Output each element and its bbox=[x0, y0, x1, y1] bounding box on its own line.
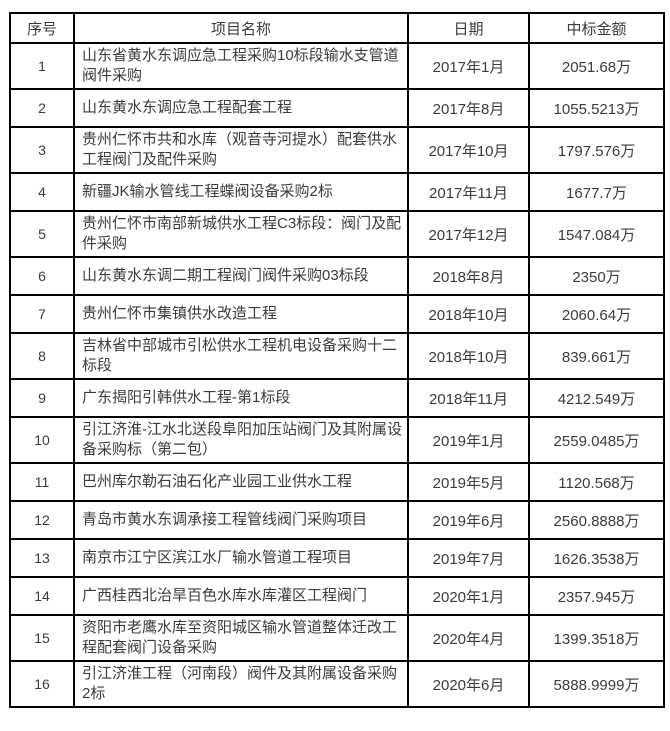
cell-date: 2017年8月 bbox=[407, 88, 530, 128]
cell-index: 16 bbox=[9, 660, 75, 708]
cell-name: 广东揭阳引韩供水工程-第1标段 bbox=[73, 378, 409, 418]
cell-index: 4 bbox=[9, 172, 75, 212]
cell-name: 巴州库尔勒石油石化产业园工业供水工程 bbox=[73, 462, 409, 502]
cell-index: 10 bbox=[9, 416, 75, 464]
cell-name: 贵州仁怀市集镇供水改造工程 bbox=[73, 294, 409, 334]
cell-name: 资阳市老鹰水库至资阳城区输水管道整体迁改工程配套阀门设备采购 bbox=[73, 614, 409, 662]
table-row: 7 贵州仁怀市集镇供水改造工程 2018年10月 2060.64万 bbox=[9, 294, 665, 334]
table-row: 9 广东揭阳引韩供水工程-第1标段 2018年11月 4212.549万 bbox=[9, 378, 665, 418]
cell-index: 11 bbox=[9, 462, 75, 502]
cell-amount: 1399.3518万 bbox=[528, 614, 665, 662]
cell-name: 新疆JK输水管线工程蝶阀设备采购2标 bbox=[73, 172, 409, 212]
table-body: 1 山东省黄水东调应急工程采购10标段输水支管道阀件采购 2017年1月 2051.6… bbox=[9, 42, 665, 708]
cell-name: 贵州仁怀市共和水库（观音寺河提水）配套供水工程阀门及配件采购 bbox=[73, 126, 409, 174]
cell-index: 6 bbox=[9, 256, 75, 296]
cell-name: 山东黄水东调二期工程阀门阀件采购03标段 bbox=[73, 256, 409, 296]
cell-date: 2020年4月 bbox=[407, 614, 530, 662]
cell-date: 2017年1月 bbox=[407, 42, 530, 90]
cell-amount: 2350万 bbox=[528, 256, 665, 296]
cell-amount: 1797.576万 bbox=[528, 126, 665, 174]
cell-name: 引江济淮工程（河南段）阀件及其附属设备采购2标 bbox=[73, 660, 409, 708]
table-row: 10 引江济淮-江水北送段阜阳加压站阀门及其附属设备采购标（第二包） 2019年1月… bbox=[9, 416, 665, 464]
cell-date: 2019年1月 bbox=[407, 416, 530, 464]
cell-date: 2019年6月 bbox=[407, 500, 530, 540]
cell-index: 9 bbox=[9, 378, 75, 418]
table-row: 8 吉林省中部城市引松供水工程机电设备采购十二标段 2018年10月 839.661万 bbox=[9, 332, 665, 380]
header-cell-date: 日期 bbox=[407, 12, 530, 44]
header-cell-name: 项目名称 bbox=[73, 12, 409, 44]
cell-index: 3 bbox=[9, 126, 75, 174]
cell-name: 山东省黄水东调应急工程采购10标段输水支管道阀件采购 bbox=[73, 42, 409, 90]
cell-date: 2018年11月 bbox=[407, 378, 530, 418]
bid-results-table: 序号 项目名称 日期 中标金额 1 山东省黄水东调应急工程采购10标段输水支管道阀… bbox=[9, 12, 665, 708]
cell-name: 南京市江宁区滨江水厂输水管道工程项目 bbox=[73, 538, 409, 578]
table-row: 15 资阳市老鹰水库至资阳城区输水管道整体迁改工程配套阀门设备采购 2020年4月 1… bbox=[9, 614, 665, 662]
cell-name: 广西桂西北治旱百色水库水库灌区工程阀门 bbox=[73, 576, 409, 616]
cell-date: 2017年11月 bbox=[407, 172, 530, 212]
table-row: 6 山东黄水东调二期工程阀门阀件采购03标段 2018年8月 2350万 bbox=[9, 256, 665, 296]
table-row: 14 广西桂西北治旱百色水库水库灌区工程阀门 2020年1月 2357.945万 bbox=[9, 576, 665, 616]
table-row: 5 贵州仁怀市南部新城供水工程C3标段：阀门及配件采购 2017年12月 1547.0… bbox=[9, 210, 665, 258]
cell-amount: 2357.945万 bbox=[528, 576, 665, 616]
cell-date: 2019年7月 bbox=[407, 538, 530, 578]
cell-amount: 2051.68万 bbox=[528, 42, 665, 90]
header-cell-amount: 中标金额 bbox=[528, 12, 665, 44]
cell-date: 2020年1月 bbox=[407, 576, 530, 616]
cell-amount: 4212.549万 bbox=[528, 378, 665, 418]
header-cell-index: 序号 bbox=[9, 12, 75, 44]
table-row: 12 青岛市黄水东调承接工程管线阀门采购项目 2019年6月 2560.8888万 bbox=[9, 500, 665, 540]
cell-date: 2020年6月 bbox=[407, 660, 530, 708]
table-row: 3 贵州仁怀市共和水库（观音寺河提水）配套供水工程阀门及配件采购 2017年10月 1… bbox=[9, 126, 665, 174]
cell-date: 2018年10月 bbox=[407, 294, 530, 334]
cell-date: 2018年8月 bbox=[407, 256, 530, 296]
cell-index: 1 bbox=[9, 42, 75, 90]
cell-name: 青岛市黄水东调承接工程管线阀门采购项目 bbox=[73, 500, 409, 540]
cell-date: 2017年10月 bbox=[407, 126, 530, 174]
table-header: 序号 项目名称 日期 中标金额 bbox=[9, 12, 665, 44]
cell-index: 15 bbox=[9, 614, 75, 662]
cell-name: 贵州仁怀市南部新城供水工程C3标段：阀门及配件采购 bbox=[73, 210, 409, 258]
cell-index: 13 bbox=[9, 538, 75, 578]
cell-amount: 2560.8888万 bbox=[528, 500, 665, 540]
cell-name: 引江济淮-江水北送段阜阳加压站阀门及其附属设备采购标（第二包） bbox=[73, 416, 409, 464]
table-row: 4 新疆JK输水管线工程蝶阀设备采购2标 2017年11月 1677.7万 bbox=[9, 172, 665, 212]
cell-amount: 839.661万 bbox=[528, 332, 665, 380]
cell-date: 2018年10月 bbox=[407, 332, 530, 380]
cell-amount: 1626.3538万 bbox=[528, 538, 665, 578]
cell-amount: 2559.0485万 bbox=[528, 416, 665, 464]
cell-amount: 5888.9999万 bbox=[528, 660, 665, 708]
cell-date: 2019年5月 bbox=[407, 462, 530, 502]
document-page: 序号 项目名称 日期 中标金额 1 山东省黄水东调应急工程采购10标段输水支管道阀… bbox=[9, 12, 665, 708]
cell-amount: 1120.568万 bbox=[528, 462, 665, 502]
table-row: 2 山东黄水东调应急工程配套工程 2017年8月 1055.5213万 bbox=[9, 88, 665, 128]
cell-amount: 1055.5213万 bbox=[528, 88, 665, 128]
cell-index: 12 bbox=[9, 500, 75, 540]
cell-index: 8 bbox=[9, 332, 75, 380]
table-row: 16 引江济淮工程（河南段）阀件及其附属设备采购2标 2020年6月 5888.999… bbox=[9, 660, 665, 708]
table-row: 1 山东省黄水东调应急工程采购10标段输水支管道阀件采购 2017年1月 2051.6… bbox=[9, 42, 665, 90]
cell-date: 2017年12月 bbox=[407, 210, 530, 258]
cell-amount: 1547.084万 bbox=[528, 210, 665, 258]
cell-name: 吉林省中部城市引松供水工程机电设备采购十二标段 bbox=[73, 332, 409, 380]
cell-index: 7 bbox=[9, 294, 75, 334]
cell-index: 5 bbox=[9, 210, 75, 258]
header-row: 序号 项目名称 日期 中标金额 bbox=[9, 12, 665, 44]
cell-name: 山东黄水东调应急工程配套工程 bbox=[73, 88, 409, 128]
table-row: 13 南京市江宁区滨江水厂输水管道工程项目 2019年7月 1626.3538万 bbox=[9, 538, 665, 578]
cell-index: 14 bbox=[9, 576, 75, 616]
table-row: 11 巴州库尔勒石油石化产业园工业供水工程 2019年5月 1120.568万 bbox=[9, 462, 665, 502]
cell-index: 2 bbox=[9, 88, 75, 128]
cell-amount: 1677.7万 bbox=[528, 172, 665, 212]
cell-amount: 2060.64万 bbox=[528, 294, 665, 334]
